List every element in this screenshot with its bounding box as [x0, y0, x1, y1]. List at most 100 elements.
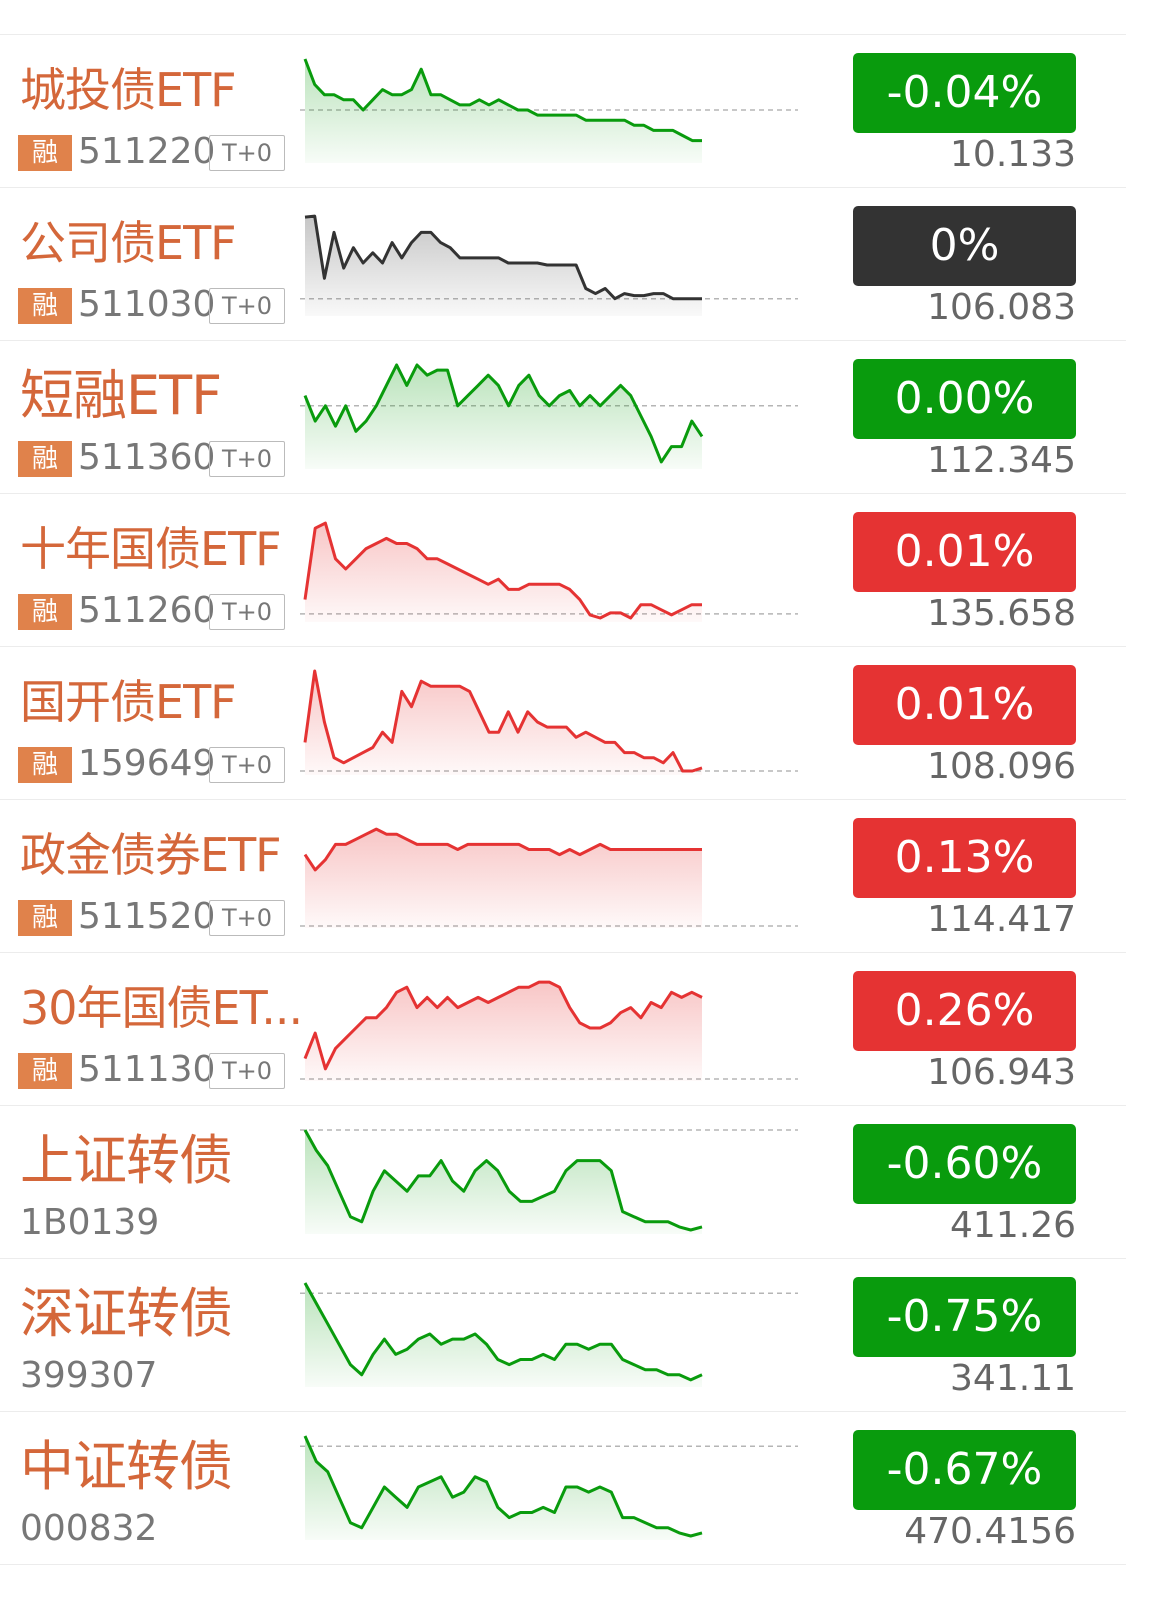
sparkline-line — [303, 669, 703, 773]
quote-row-511260[interactable]: 十年国债ETF 融 511260 T+0 0.01% 135.658 — [0, 494, 1162, 647]
security-name: 国开债ETF — [20, 675, 237, 729]
sparkline-area — [305, 1283, 702, 1387]
intraday-sparkline — [300, 58, 798, 163]
t0-tag: T+0 — [209, 441, 285, 477]
margin-tag: 融 — [18, 747, 72, 783]
quote-row-511220[interactable]: 城投债ETF 融 511220 T+0 -0.04% 10.133 — [0, 35, 1162, 188]
change-percent-badge: -0.60% — [853, 1124, 1076, 1204]
intraday-sparkline — [300, 363, 798, 469]
change-percent-badge: 0.00% — [853, 359, 1076, 439]
margin-tag: 融 — [18, 1053, 72, 1089]
security-code: 511030 — [78, 284, 216, 325]
intraday-sparkline — [300, 827, 798, 928]
margin-tag: 融 — [18, 288, 72, 324]
security-name: 政金债券ETF — [20, 828, 282, 882]
intraday-sparkline — [300, 1435, 798, 1540]
sparkline-line — [303, 980, 703, 1071]
intraday-sparkline — [300, 521, 798, 622]
last-price: 112.345 — [927, 440, 1076, 481]
sparkline-area — [305, 1436, 702, 1540]
sparkline-area — [305, 982, 702, 1081]
quote-row-159649[interactable]: 国开债ETF 融 159649 T+0 0.01% 108.096 — [0, 647, 1162, 800]
row-divider — [0, 493, 1126, 494]
t0-tag: T+0 — [209, 1053, 285, 1089]
last-price: 106.083 — [927, 287, 1076, 328]
sparkline-line — [303, 1435, 703, 1538]
row-divider — [0, 340, 1126, 341]
margin-tag: 融 — [18, 441, 72, 477]
security-name: 深证转债 — [20, 1282, 233, 1345]
row-divider — [0, 1258, 1126, 1259]
intraday-sparkline — [300, 1282, 798, 1387]
security-name: 十年国债ETF — [20, 522, 282, 576]
intraday-sparkline — [300, 1129, 798, 1234]
sparkline-line — [303, 827, 702, 872]
security-code: 159649 — [78, 743, 216, 784]
change-percent-badge: 0.01% — [853, 512, 1076, 592]
security-code: 000832 — [20, 1508, 158, 1549]
sparkline-line — [304, 214, 702, 301]
sparkline-line — [303, 363, 704, 464]
change-percent-badge: -0.67% — [853, 1430, 1076, 1510]
security-name: 中证转债 — [20, 1435, 233, 1498]
intraday-sparkline — [300, 980, 798, 1081]
row-divider — [0, 799, 1126, 800]
security-code: 511260 — [78, 590, 216, 631]
security-name: 30年国债ET... — [20, 981, 302, 1035]
change-percent-badge: -0.75% — [853, 1277, 1076, 1357]
t0-tag: T+0 — [209, 594, 285, 630]
security-name: 城投债ETF — [20, 63, 237, 117]
security-name: 公司债ETF — [20, 216, 237, 270]
security-code: 511520 — [78, 896, 216, 937]
quote-row-000832[interactable]: 中证转债 000832 -0.67% 470.4156 — [0, 1412, 1162, 1565]
last-price: 114.417 — [927, 899, 1076, 940]
sparkline-area — [305, 216, 702, 316]
t0-tag: T+0 — [209, 747, 285, 783]
quote-row-511520[interactable]: 政金债券ETF 融 511520 T+0 0.13% 114.417 — [0, 800, 1162, 953]
top-divider — [0, 34, 1126, 35]
row-divider — [0, 1564, 1126, 1565]
security-code: 511130 — [78, 1049, 216, 1090]
security-name: 短融ETF — [20, 364, 222, 427]
last-price: 411.26 — [950, 1205, 1076, 1246]
sparkline-area — [305, 523, 702, 622]
security-code: 1B0139 — [20, 1202, 160, 1243]
change-percent-badge: 0.26% — [853, 971, 1076, 1051]
security-code: 511220 — [78, 131, 216, 172]
t0-tag: T+0 — [209, 900, 285, 936]
intraday-sparkline — [300, 214, 798, 316]
security-code: 511360 — [78, 437, 216, 478]
quote-row-511360[interactable]: 短融ETF 融 511360 T+0 0.00% 112.345 — [0, 341, 1162, 494]
row-divider — [0, 952, 1126, 953]
change-percent-badge: 0.13% — [853, 818, 1076, 898]
sparkline-line — [303, 1282, 703, 1382]
last-price: 108.096 — [927, 746, 1076, 787]
intraday-sparkline — [300, 669, 798, 775]
change-percent-badge: 0.01% — [853, 665, 1076, 745]
sparkline-line — [303, 521, 702, 620]
change-percent-badge: -0.04% — [853, 53, 1076, 133]
quote-row-511130[interactable]: 30年国债ET... 融 511130 T+0 0.26% 106.943 — [0, 953, 1162, 1106]
last-price: 470.4156 — [904, 1511, 1076, 1552]
last-price: 106.943 — [927, 1052, 1076, 1093]
last-price: 10.133 — [950, 134, 1076, 175]
margin-tag: 融 — [18, 594, 72, 630]
row-divider — [0, 1105, 1126, 1106]
quote-row-511030[interactable]: 公司债ETF 融 511030 T+0 0% 106.083 — [0, 188, 1162, 341]
t0-tag: T+0 — [209, 135, 285, 171]
margin-tag: 融 — [18, 135, 72, 171]
sparkline-line — [303, 1129, 703, 1232]
change-percent-badge: 0% — [853, 206, 1076, 286]
security-name: 上证转债 — [20, 1129, 233, 1192]
sparkline-area — [305, 829, 702, 928]
t0-tag: T+0 — [209, 288, 285, 324]
quote-row-1B0139[interactable]: 上证转债 1B0139 -0.60% 411.26 — [0, 1106, 1162, 1259]
row-divider — [0, 646, 1126, 647]
sparkline-line — [303, 58, 702, 143]
quote-row-399307[interactable]: 深证转债 399307 -0.75% 341.11 — [0, 1259, 1162, 1412]
sparkline-area — [305, 365, 702, 469]
row-divider — [0, 187, 1126, 188]
sparkline-area — [305, 59, 702, 163]
last-price: 135.658 — [927, 593, 1076, 634]
